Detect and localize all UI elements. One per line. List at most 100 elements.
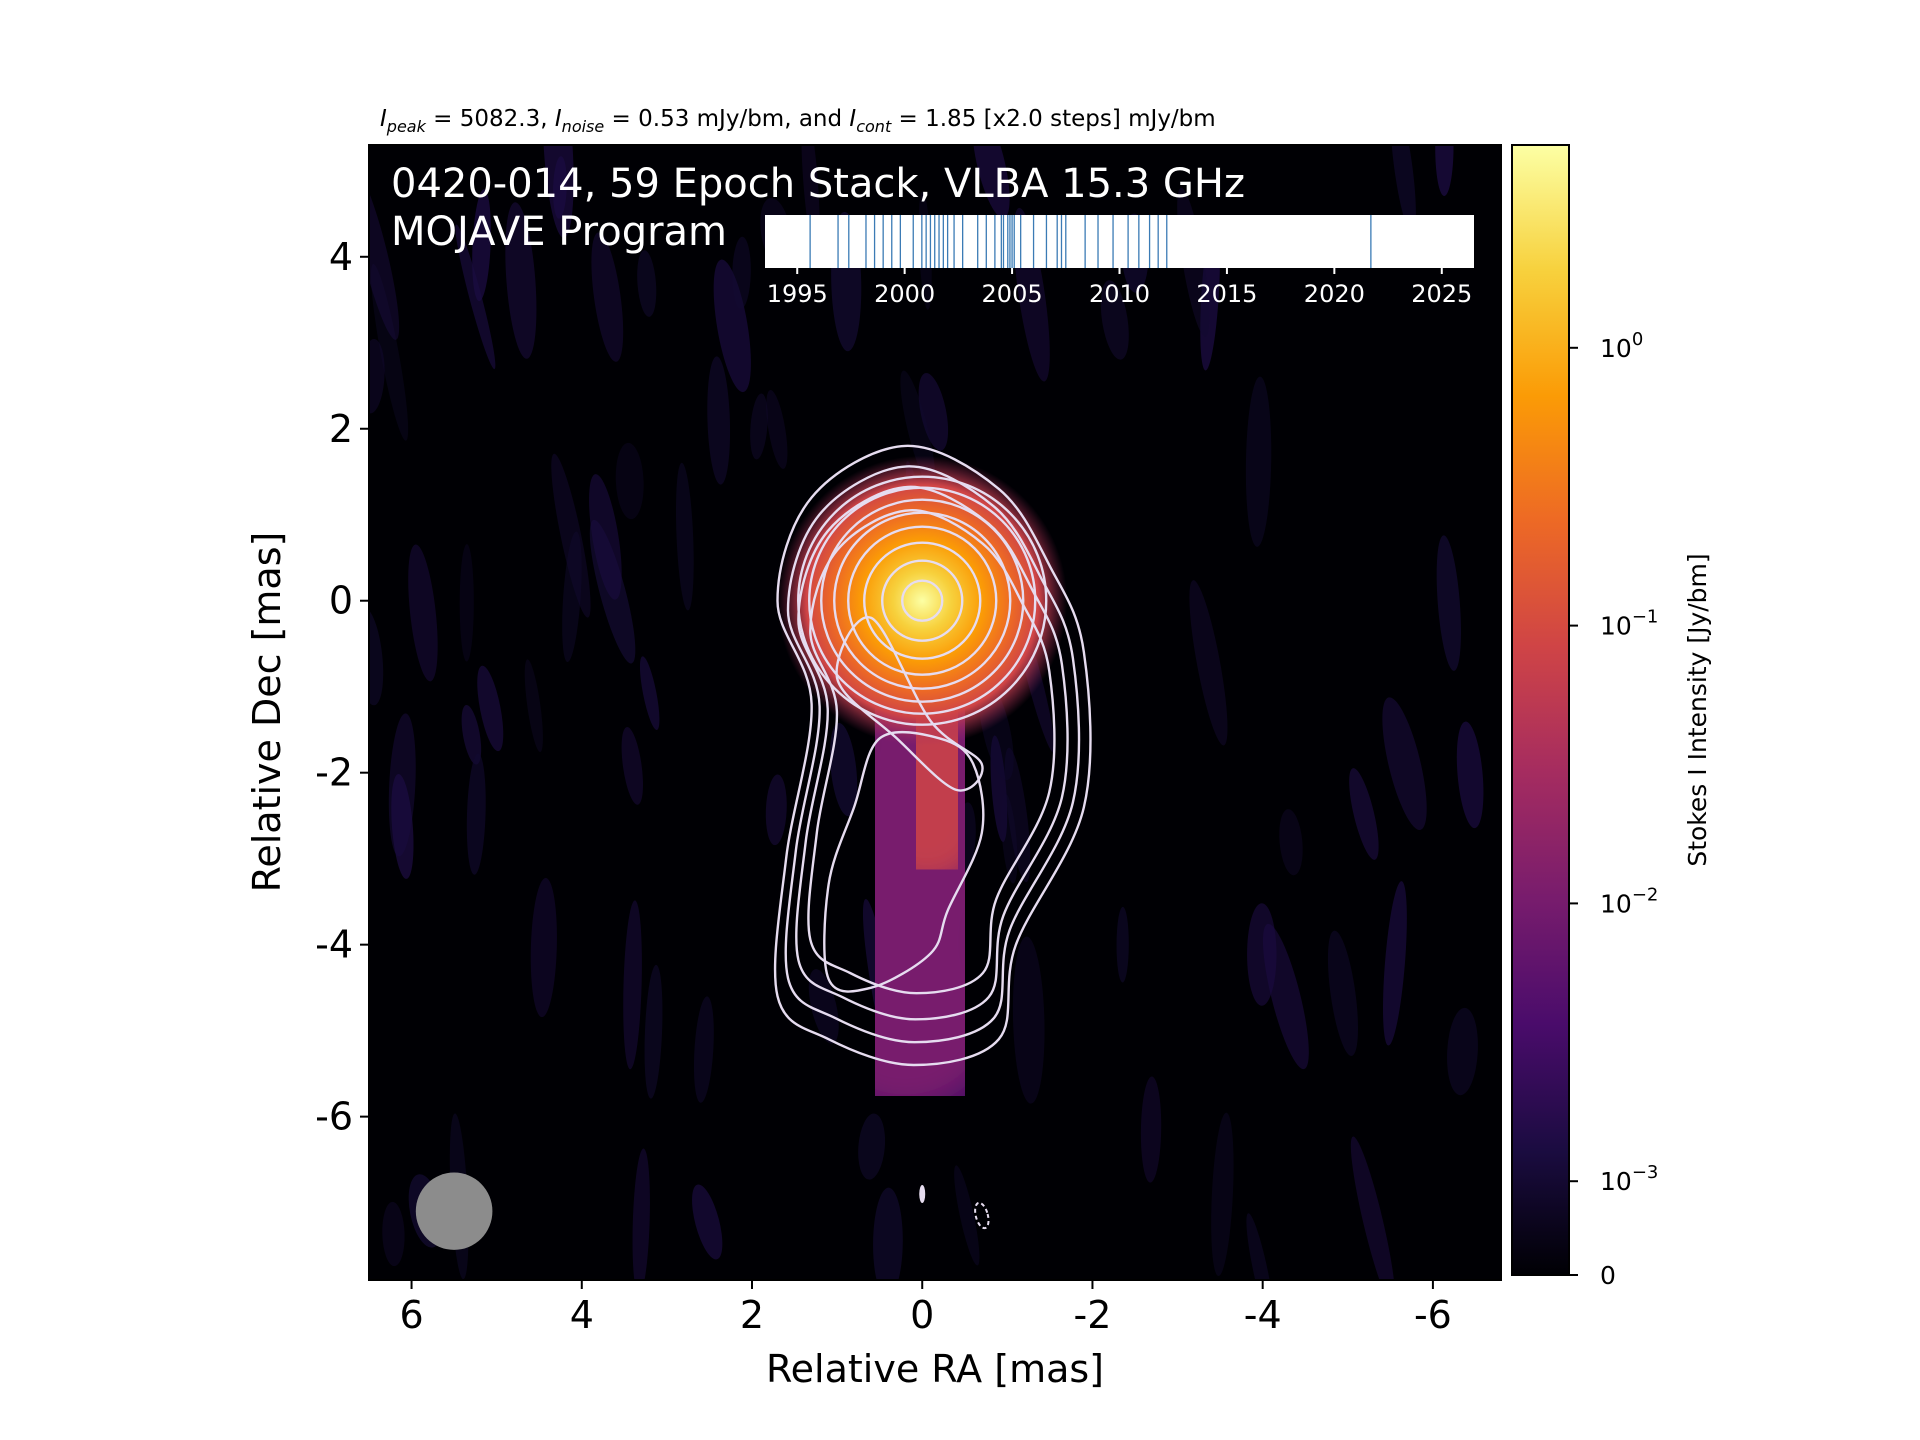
noise-blob bbox=[707, 356, 731, 485]
contour-negative bbox=[974, 1201, 990, 1230]
intensity-summary: Ipeak = 5082.3, Inoise = 0.53 mJy/bm, an… bbox=[380, 106, 1216, 136]
noise-blob bbox=[1100, 280, 1129, 360]
noise-blob bbox=[1436, 535, 1461, 671]
noise-blob bbox=[1279, 809, 1303, 876]
inset-title-line2: MOJAVE Program bbox=[391, 209, 727, 255]
x-axis-ticks: 6 4 2 0 -2 -4 -6 bbox=[399, 1280, 1452, 1337]
noise-blob bbox=[382, 1201, 405, 1267]
colorbar-tick-label: 10−2 bbox=[1600, 884, 1658, 918]
noise-blob bbox=[644, 964, 663, 1099]
noise-blob bbox=[1140, 1076, 1162, 1183]
noise-blob bbox=[562, 531, 582, 663]
noise-blob bbox=[713, 259, 751, 393]
noise-blob bbox=[408, 544, 438, 682]
contour-core bbox=[901, 579, 944, 622]
x-tick-label: 6 bbox=[399, 1293, 423, 1337]
noise-blob bbox=[369, 339, 385, 414]
noise-blob bbox=[369, 167, 400, 340]
contour-core bbox=[797, 475, 1048, 726]
noise-blob bbox=[1350, 1136, 1396, 1280]
noise-blob bbox=[972, 145, 1010, 219]
timeline-ticks: 1995 2000 2005 2010 2015 2020 2025 bbox=[767, 268, 1472, 308]
contour-core bbox=[820, 498, 1025, 703]
noise-blob bbox=[954, 1165, 980, 1266]
noise-blob bbox=[637, 250, 657, 317]
noise-blob bbox=[621, 727, 644, 805]
colorbar: 100 10−1 10−2 10−3 0 Stokes I Intensity [Jy/… bbox=[1511, 144, 1712, 1290]
y-axis-ticks: 4 2 0 -2 -4 -6 bbox=[315, 235, 369, 1139]
timeline-tick-label: 2015 bbox=[1196, 280, 1257, 308]
y-axis-label: Relative Dec [mas] bbox=[245, 532, 289, 893]
contour-jet-inner bbox=[823, 730, 985, 993]
noise-blob bbox=[472, 189, 491, 302]
x-axis-label: Relative RA [mas] bbox=[766, 1347, 1104, 1391]
y-tick-label: 0 bbox=[329, 579, 353, 623]
contour-core bbox=[881, 559, 964, 642]
y-tick-label: -2 bbox=[315, 751, 353, 795]
x-tick-label: -4 bbox=[1244, 1293, 1282, 1337]
contour-core bbox=[847, 525, 998, 676]
timeline-tick-label: 2025 bbox=[1411, 280, 1472, 308]
timeline-box bbox=[765, 215, 1474, 268]
y-tick-label: 2 bbox=[329, 407, 353, 451]
noise-blob bbox=[370, 263, 409, 441]
noise-blob bbox=[1390, 145, 1416, 234]
x-tick-label: 0 bbox=[910, 1293, 934, 1337]
noise-blob bbox=[732, 236, 751, 310]
noise-blob bbox=[918, 373, 949, 451]
timeline-tick-label: 2005 bbox=[982, 280, 1043, 308]
noise-blob bbox=[505, 202, 537, 359]
noise-blob bbox=[591, 232, 624, 362]
inset-title-line1: 0420-014, 59 Epoch Stack, VLBA 15.3 GHz bbox=[391, 161, 1245, 207]
noise-blob bbox=[766, 390, 788, 469]
noise-blob bbox=[1456, 721, 1484, 829]
noise-blob bbox=[388, 713, 416, 857]
noise-blob bbox=[750, 393, 768, 460]
noise-blob bbox=[391, 773, 414, 879]
epoch-timeline: 1995 2000 2005 2010 2015 2020 2025 bbox=[765, 215, 1474, 308]
noise-blob bbox=[1116, 906, 1129, 983]
noise-blob bbox=[551, 453, 591, 618]
contour-spot bbox=[919, 1185, 926, 1204]
noise-blob bbox=[1245, 376, 1272, 547]
noise-blob bbox=[615, 442, 644, 520]
noise-blob bbox=[461, 704, 482, 765]
noise-blob bbox=[1447, 1007, 1478, 1096]
contour-core bbox=[863, 541, 982, 660]
colorbar-ticks: 100 10−1 10−2 10−3 0 bbox=[1569, 329, 1658, 1290]
noise-blob bbox=[765, 774, 787, 846]
noise-blob bbox=[692, 1184, 723, 1260]
colorbar-gradient bbox=[1511, 144, 1570, 1276]
noise-blob bbox=[1349, 768, 1379, 860]
noise-blob bbox=[589, 474, 622, 600]
noise-blob bbox=[542, 145, 574, 238]
x-tick-label: -6 bbox=[1414, 1293, 1452, 1337]
contour-jet bbox=[807, 509, 1056, 995]
timeline-tick-label: 1995 bbox=[767, 280, 828, 308]
noise-blob bbox=[675, 462, 694, 611]
colorbar-tick-label: 100 bbox=[1600, 329, 1643, 363]
noise-blob bbox=[632, 1148, 650, 1280]
plot-area bbox=[368, 144, 1502, 1281]
contour-jet bbox=[784, 465, 1081, 1044]
noise-blob bbox=[1246, 1213, 1275, 1280]
timeline-tick-label: 2000 bbox=[874, 280, 935, 308]
noise-blob bbox=[873, 1187, 903, 1280]
y-tick-label: 4 bbox=[329, 235, 353, 279]
x-tick-label: 4 bbox=[570, 1293, 594, 1337]
noise-blob bbox=[524, 659, 543, 753]
y-tick-label: -4 bbox=[315, 923, 353, 967]
colorbar-tick-label: 10−1 bbox=[1600, 607, 1658, 641]
noise-blob bbox=[1211, 1112, 1234, 1277]
noise-blob bbox=[455, 224, 496, 370]
noise-blob bbox=[1382, 881, 1407, 1046]
contour-lines bbox=[773, 444, 1092, 1230]
contour-jet bbox=[773, 444, 1092, 1067]
contour-core bbox=[833, 511, 1012, 690]
noise-blob bbox=[1435, 145, 1454, 196]
colorbar-tick-label: 10−3 bbox=[1600, 1162, 1658, 1196]
timeline-tick-label: 2010 bbox=[1089, 280, 1150, 308]
noise-blob bbox=[477, 665, 504, 752]
timeline-epoch-lines bbox=[809, 215, 1372, 268]
